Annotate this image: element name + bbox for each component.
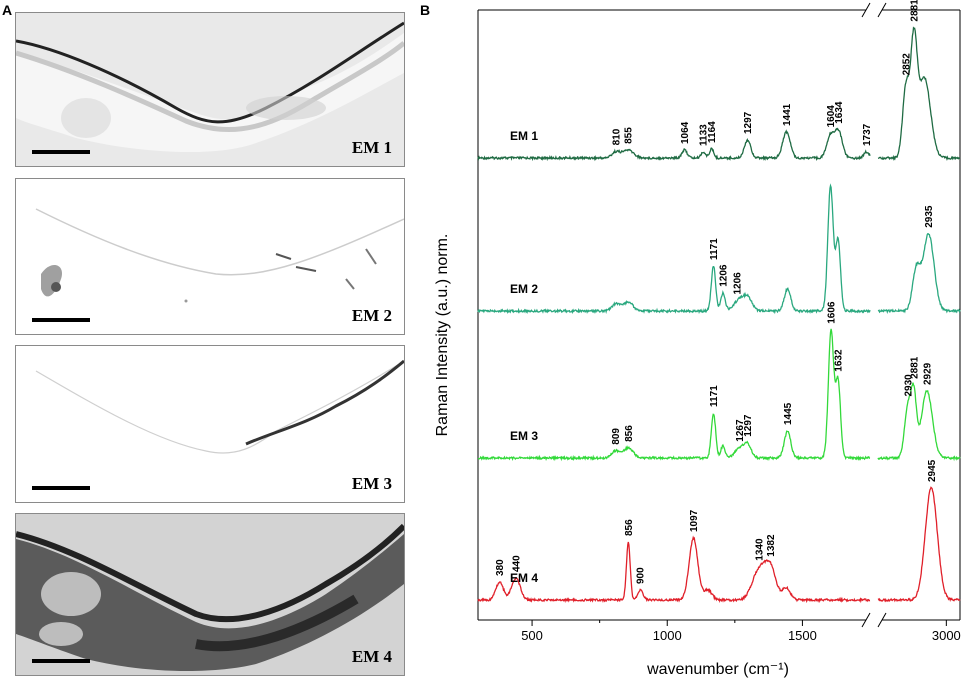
peak-label: 2852 xyxy=(901,53,912,76)
spectrum-em1-low xyxy=(477,127,871,162)
peak-label: 1206 xyxy=(733,272,744,295)
spectrum-em3-low xyxy=(478,328,871,462)
series-label-em1: EM 1 xyxy=(510,129,538,143)
series-labels: EM 1 EM 2 EM 3 EM 4 xyxy=(510,129,538,585)
em1-label: EM 1 xyxy=(351,138,392,157)
peak-label: 2930 xyxy=(903,374,914,397)
em4-image: EM 4 xyxy=(15,513,405,676)
peak-label: 1382 xyxy=(766,534,777,557)
peak-label: 1297 xyxy=(743,111,754,134)
spectrum-em3-high xyxy=(877,382,961,462)
peak-label: 856 xyxy=(624,519,635,536)
x-axis-ticks: 500 1000 1500 3000 xyxy=(521,620,961,643)
em3-image: EM 3 xyxy=(15,345,405,503)
panel-a-label: A xyxy=(2,2,13,18)
em4-label: EM 4 xyxy=(351,647,392,666)
peak-label: 1737 xyxy=(862,123,873,146)
plot-frame xyxy=(477,2,961,628)
em1-image: EM 1 xyxy=(15,12,405,167)
peak-label: 1606 xyxy=(827,301,838,324)
axis-break-mark xyxy=(861,2,871,18)
y-axis-title: Raman Intensity (a.u.) norm. xyxy=(434,234,451,437)
scale-bar xyxy=(32,486,90,490)
scale-bar xyxy=(32,659,90,663)
peak-label: 1297 xyxy=(743,414,754,437)
peak-label: 1097 xyxy=(689,509,700,532)
peak-label: 1171 xyxy=(709,238,720,260)
panel-b-label: B xyxy=(420,2,431,18)
peak-label: 856 xyxy=(624,425,635,442)
x-axis-title: wavenumber (cm⁻¹) xyxy=(646,661,789,678)
spectrum-em4-low xyxy=(477,535,871,604)
peak-label: 380 xyxy=(495,559,506,576)
peak-label: 2881 xyxy=(909,356,920,379)
x-tick-label: 1500 xyxy=(788,628,817,643)
peak-label: 2929 xyxy=(922,362,933,385)
series-label-em3: EM 3 xyxy=(510,429,538,443)
series-label-em2: EM 2 xyxy=(510,282,538,296)
scale-bar xyxy=(32,150,90,154)
peak-label: 1206 xyxy=(718,264,729,287)
scale-bar xyxy=(32,318,90,322)
peak-label: 1171 xyxy=(709,385,720,407)
peak-label: 1441 xyxy=(782,103,793,126)
peak-label: 900 xyxy=(636,567,647,584)
peak-label: 440 xyxy=(511,555,522,572)
peak-label: 809 xyxy=(611,428,622,445)
peak-label: 1632 xyxy=(834,349,845,372)
x-tick-label: 3000 xyxy=(932,628,961,643)
peak-label: 2945 xyxy=(927,459,938,482)
axis-break-mark xyxy=(877,612,887,628)
peak-label: 1340 xyxy=(755,538,766,561)
spectrum-em2-low xyxy=(477,183,871,315)
series-label-em4: EM 4 xyxy=(510,571,538,585)
peak-label: 2881 xyxy=(909,0,920,22)
axis-break-mark xyxy=(877,2,887,18)
spectrum-em4-high xyxy=(877,486,961,603)
peak-label: 810 xyxy=(611,128,622,145)
spectrum-em1-high xyxy=(877,26,961,162)
peak-label: 1634 xyxy=(834,101,845,124)
x-tick-label: 1000 xyxy=(653,628,682,643)
spectrum-em2-high xyxy=(877,233,961,314)
peak-label: 1133 xyxy=(699,124,710,146)
peak-label: 1445 xyxy=(783,402,794,425)
spectra-lines xyxy=(477,26,961,604)
em2-image: EM 2 xyxy=(15,178,405,335)
em2-label: EM 2 xyxy=(351,306,392,325)
em3-label: EM 3 xyxy=(351,474,392,493)
x-tick-label: 500 xyxy=(521,628,543,643)
peak-label: 1064 xyxy=(680,121,691,144)
peak-label: 1164 xyxy=(707,121,718,143)
peak-label: 1604 xyxy=(826,105,837,128)
peak-label: 855 xyxy=(624,127,635,144)
axis-break-mark xyxy=(861,612,871,628)
peak-label: 1267 xyxy=(735,419,746,442)
peak-label: 2935 xyxy=(924,205,935,228)
